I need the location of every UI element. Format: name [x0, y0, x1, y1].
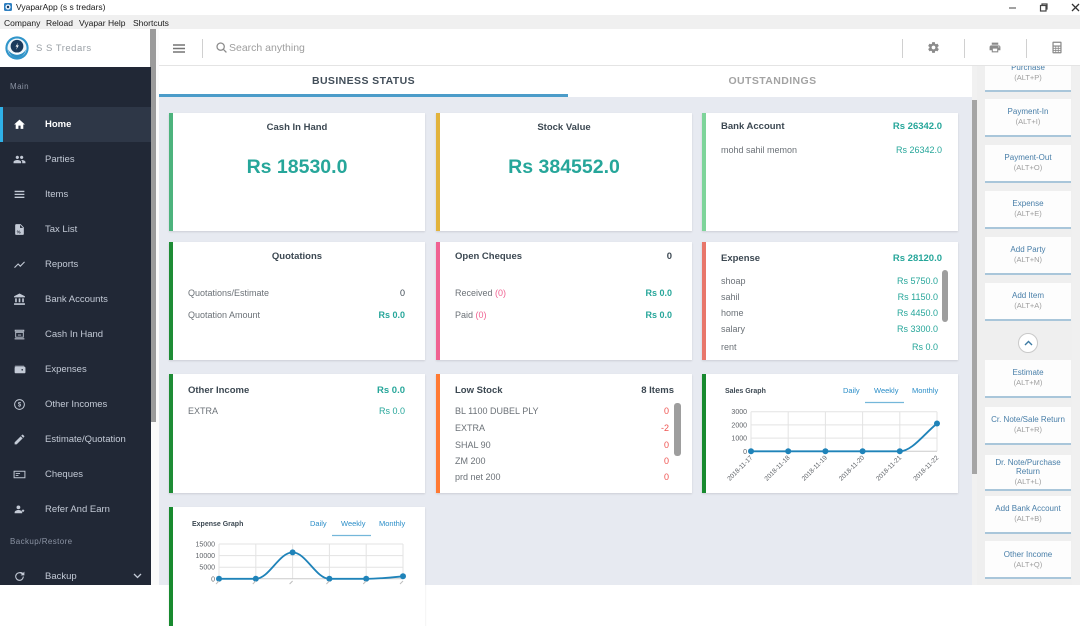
- svg-text:1000: 1000: [731, 436, 747, 443]
- svg-text:0: 0: [211, 576, 215, 583]
- svg-text:Weekly: Weekly: [341, 519, 366, 528]
- svg-text:Weekly: Weekly: [874, 386, 899, 395]
- svg-text:Expense Graph: Expense Graph: [192, 521, 243, 528]
- svg-text:Daily: Daily: [310, 519, 327, 528]
- svg-text:3000: 3000: [731, 409, 747, 416]
- svg-text:2018-11-21: 2018-11-21: [875, 454, 903, 482]
- svg-text:15000: 15000: [196, 542, 216, 549]
- svg-text:%: %: [17, 229, 21, 234]
- svg-text:0: 0: [743, 449, 747, 456]
- svg-text:2000: 2000: [731, 422, 747, 429]
- svg-text:2018-11-18: 2018-11-18: [763, 454, 791, 482]
- svg-text:2018-11-17: 2018-11-17: [726, 454, 754, 482]
- svg-text:$: $: [18, 403, 22, 409]
- svg-text:Monthly: Monthly: [379, 519, 406, 528]
- svg-text:Sales Graph: Sales Graph: [725, 388, 766, 395]
- svg-text:10000: 10000: [196, 553, 216, 560]
- svg-text:2018-11-22: 2018-11-22: [912, 454, 940, 482]
- svg-text:2018-11-19: 2018-11-19: [801, 454, 829, 482]
- svg-text:Monthly: Monthly: [912, 386, 939, 395]
- svg-text:5000: 5000: [199, 565, 215, 572]
- svg-text:2018-11-20: 2018-11-20: [838, 454, 866, 482]
- svg-text:Daily: Daily: [843, 386, 860, 395]
